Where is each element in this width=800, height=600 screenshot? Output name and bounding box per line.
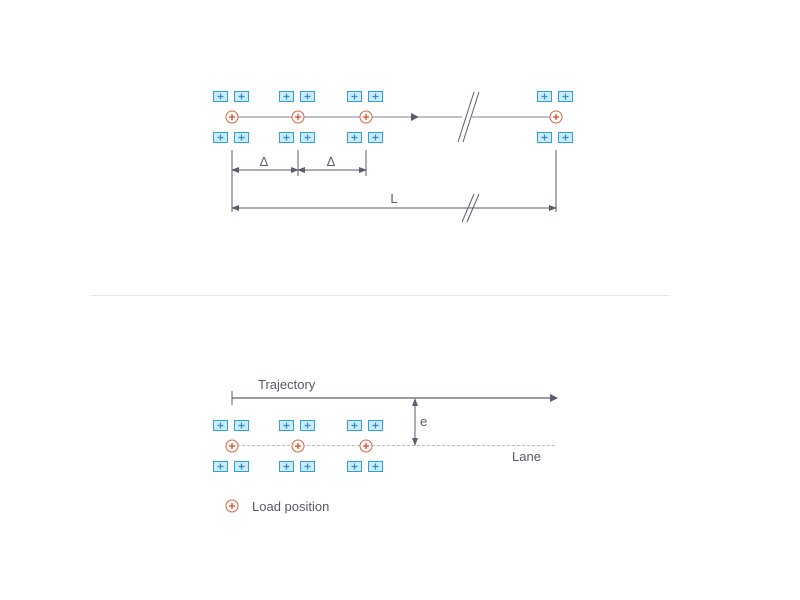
trajectory-label: Trajectory	[258, 377, 316, 392]
wheel-icon	[558, 132, 573, 143]
wheel-icon	[558, 91, 573, 102]
eccentricity-label: e	[420, 414, 427, 429]
load-position-icon	[225, 110, 239, 124]
wheel-icon	[347, 132, 362, 143]
wheel-icon	[368, 91, 383, 102]
bottom-diagram: Trajectory e Lane	[213, 377, 558, 472]
wheel-icon	[300, 91, 315, 102]
load-position-icon	[291, 439, 305, 453]
load-position-icon	[225, 499, 239, 513]
wheel-icon	[213, 420, 228, 431]
axle-group	[213, 420, 383, 472]
wheel-icon	[234, 461, 249, 472]
legend-label: Load position	[252, 499, 329, 514]
wheel-icon	[300, 132, 315, 143]
wheel-icon	[347, 91, 362, 102]
wheel-icon	[234, 420, 249, 431]
wheel-icon	[347, 420, 362, 431]
wheel-icon	[213, 461, 228, 472]
wheel-icon	[213, 132, 228, 143]
legend: Load position	[225, 499, 329, 514]
lane-label: Lane	[512, 449, 541, 464]
load-position-icon	[291, 110, 305, 124]
wheel-icon	[234, 91, 249, 102]
wheel-icon	[300, 461, 315, 472]
wheel-icon	[368, 461, 383, 472]
wheel-icon	[368, 420, 383, 431]
load-position-icon	[359, 439, 373, 453]
load-position-icon	[549, 110, 563, 124]
wheel-icon	[368, 132, 383, 143]
spacing-label: Δ	[327, 154, 336, 169]
top-diagram: Δ Δ L	[213, 91, 573, 223]
wheel-icon	[347, 461, 362, 472]
wheel-icon	[537, 91, 552, 102]
wheel-icon	[279, 420, 294, 431]
break-mark	[457, 91, 480, 143]
wheel-icon	[213, 91, 228, 102]
wheel-icon	[279, 461, 294, 472]
wheel-icon	[300, 420, 315, 431]
wheel-icon	[279, 91, 294, 102]
load-position-icon	[225, 499, 239, 513]
break-mark	[461, 193, 480, 223]
length-label: L	[390, 191, 397, 206]
axle-group	[213, 91, 573, 143]
load-position-icon	[359, 110, 373, 124]
wheel-icon	[279, 132, 294, 143]
spacing-label: Δ	[260, 154, 269, 169]
wheel-icon	[537, 132, 552, 143]
wheel-icon	[234, 132, 249, 143]
load-position-icon	[225, 439, 239, 453]
